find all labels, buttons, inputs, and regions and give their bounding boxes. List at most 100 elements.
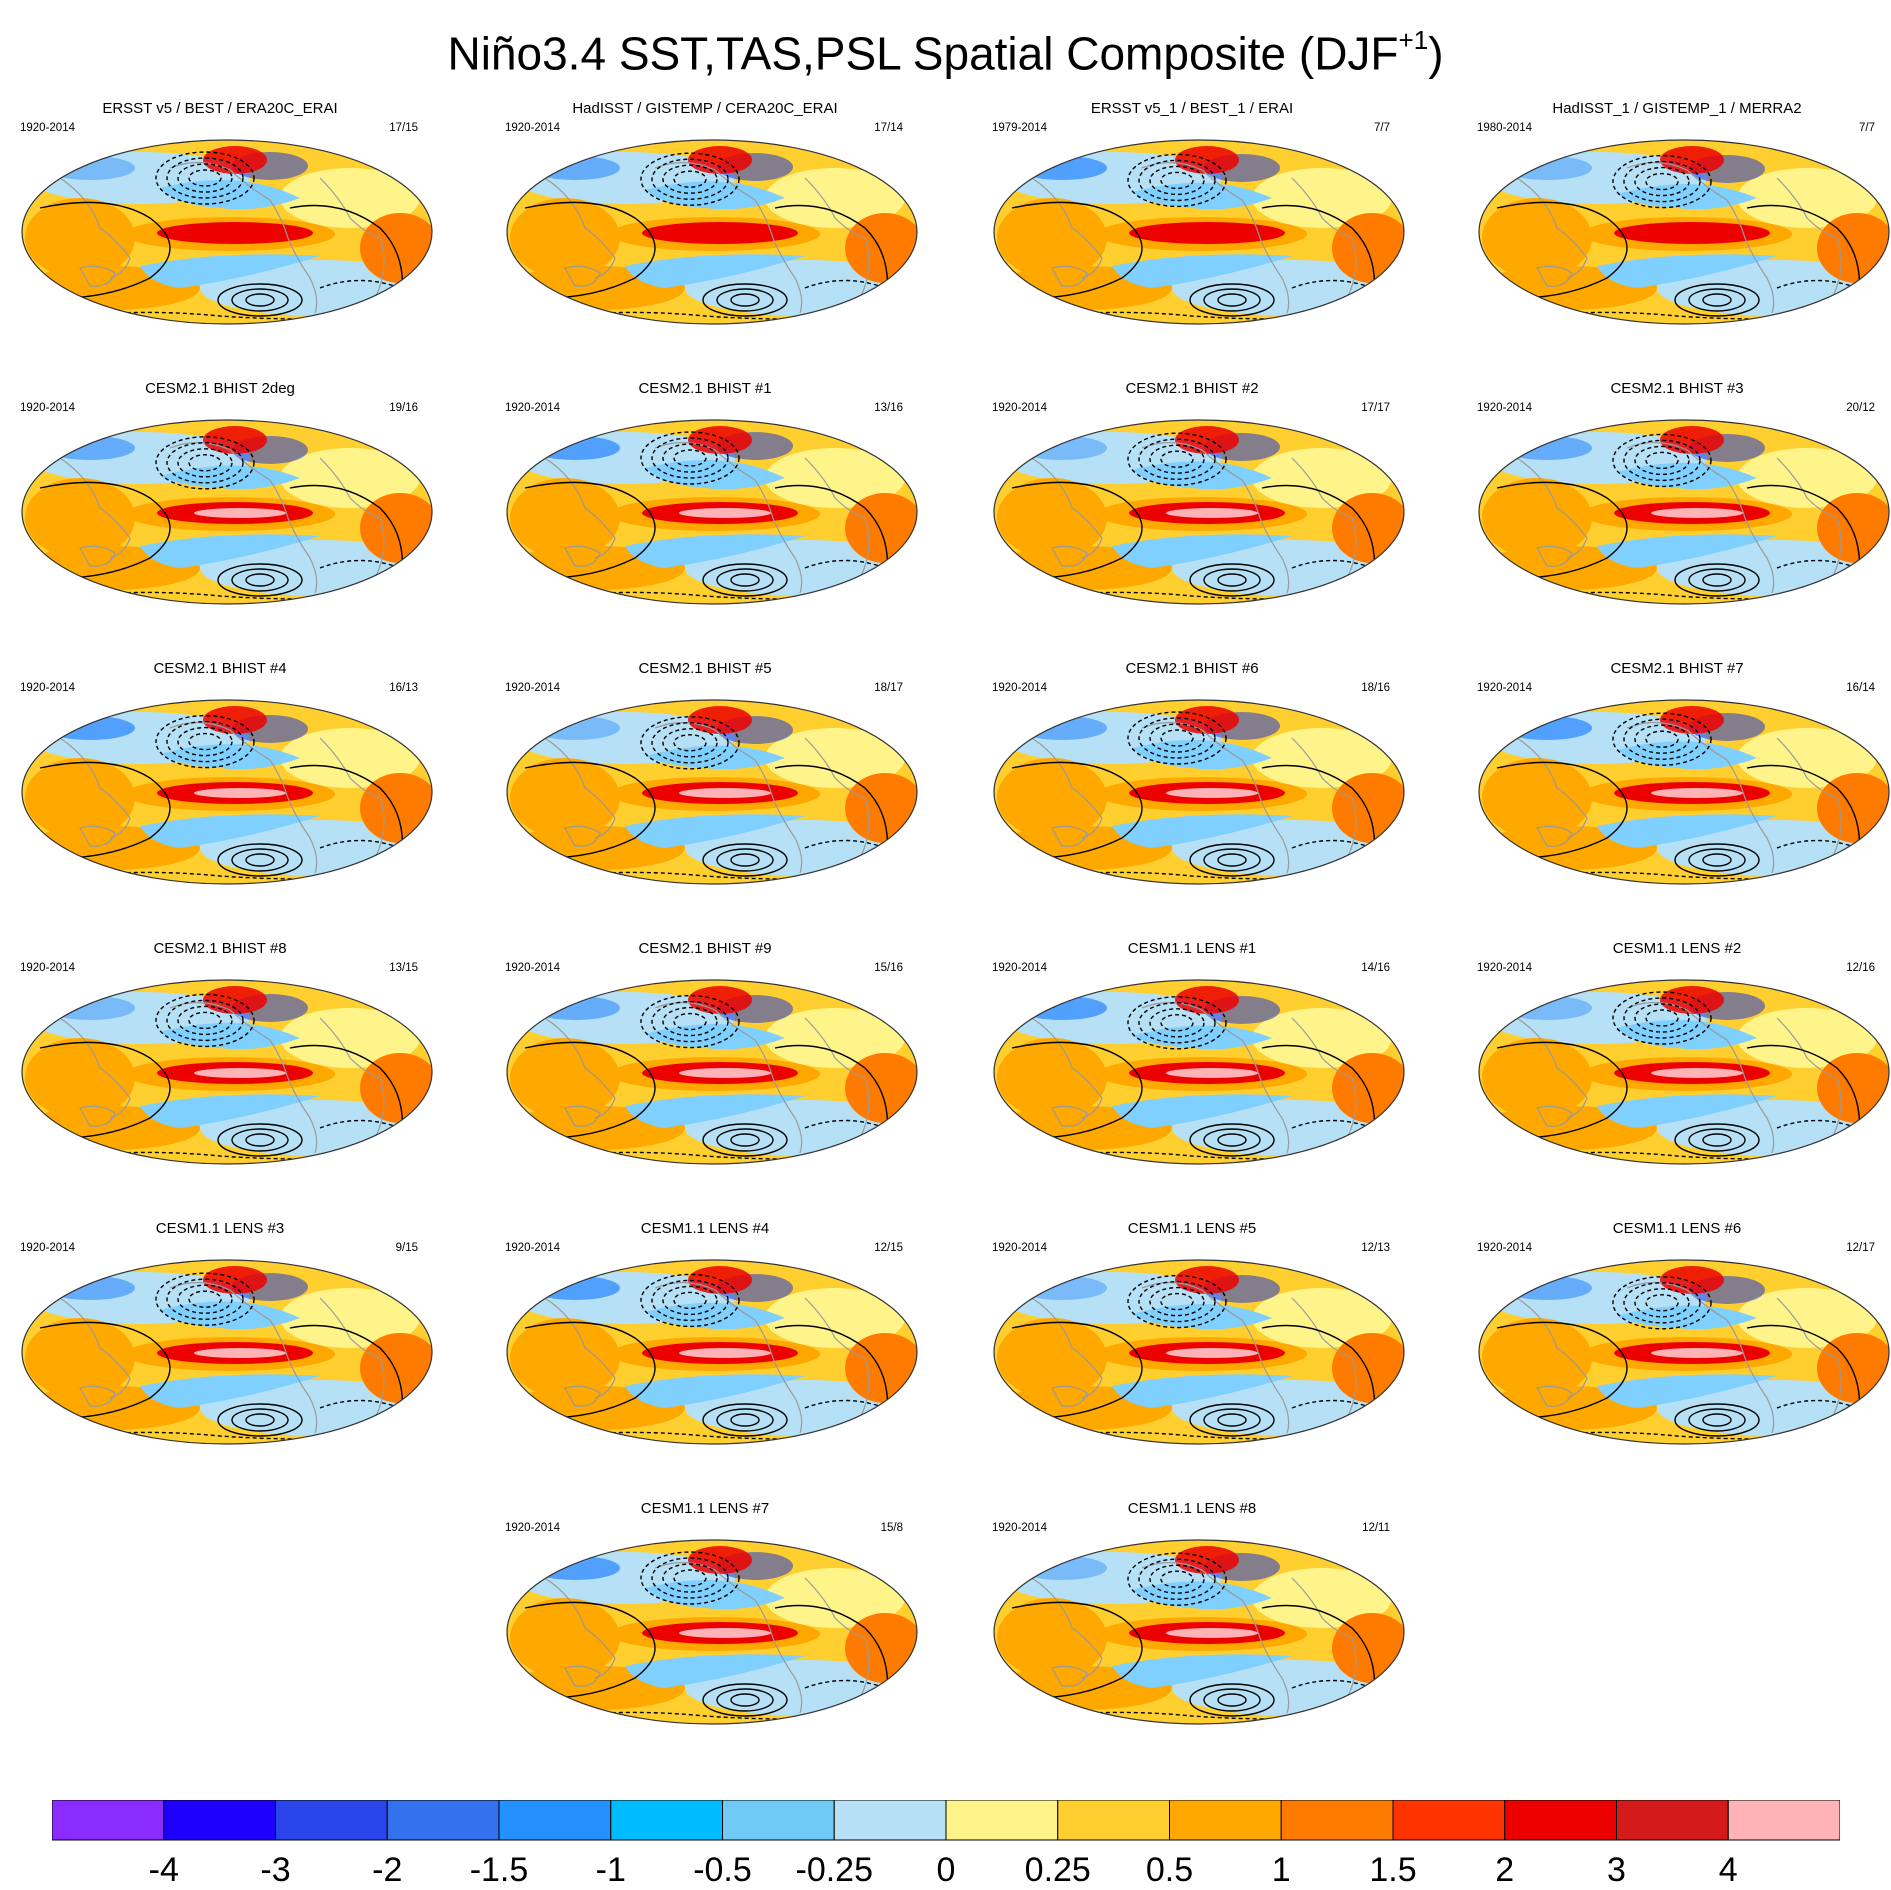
anomaly-region [510,478,620,558]
coastline [79,825,116,847]
coastline [1516,177,1588,279]
colorbar-box [275,1800,388,1841]
coastline [59,737,131,839]
psl-contour-negative [1612,154,1712,209]
psl-contour-positive [1496,1321,1628,1419]
panel-years: 1920-2014 [20,682,75,694]
coastline [654,1561,803,1714]
anomaly-region [1112,534,1292,568]
psl-contour-negative [640,431,740,485]
psl-contour-negative [188,169,222,187]
psl-contour-positive [1674,1403,1760,1437]
psl-contour-positive [730,1413,760,1427]
anomaly-region [765,1288,905,1348]
psl-contour-positive [231,1128,289,1152]
coastline [1626,441,1775,594]
anomaly-region [1482,1318,1592,1398]
psl-contour-negative [662,443,718,473]
warm-tongue-core [679,228,771,238]
psl-contour-negative [804,1679,886,1689]
anomaly-region [1132,461,1272,490]
map-border [1478,419,1890,605]
psl-contour-positive [1217,293,1247,307]
psl-contour-negative [1291,1679,1373,1689]
warm-tongue-core [194,1348,286,1358]
psl-contour-negative [1776,279,1858,289]
coastline [169,161,318,314]
anomaly-region [625,1374,805,1408]
robinson-map [21,419,433,605]
psl-contour-positive [1674,283,1760,317]
psl-contour-positive [1496,761,1628,859]
warm-tongue-core [1651,1348,1743,1358]
anomaly-region [1175,706,1239,734]
anomaly-region [1597,1374,1777,1408]
psl-contour-positive [1189,843,1275,877]
anomaly-region [530,716,620,740]
map-panel: HadISST / GISTEMP / CERA20C_ERAI 1920-201… [495,100,918,330]
colorbar-tick-label: -4 [148,1851,179,1889]
psl-contour-positive [1688,1408,1746,1432]
psl-contour-positive [730,853,760,867]
psl-contour-negative [1160,450,1194,468]
coastline [1031,1577,1103,1679]
coastline [1051,1105,1088,1127]
anomaly-region [530,996,620,1020]
anomaly-region [1175,1266,1239,1294]
psl-contour-positive [524,201,656,299]
panel-counts: 7/7 [1374,122,1390,134]
warm-tongue-core [1651,228,1743,238]
panel-years: 1920-2014 [505,1242,560,1254]
psl-contour-negative [804,279,886,289]
anomaly-region [1617,1020,1757,1050]
anomaly-region [1502,156,1592,180]
anomaly-region [530,1556,620,1580]
anomaly-region [1737,168,1877,228]
psl-contour-negative [673,1291,707,1310]
psl-contour-positive [231,568,289,592]
anomaly-region [510,198,620,278]
panel-years: 1920-2014 [505,682,560,694]
psl-contour-positive [702,1683,788,1717]
coastline [1141,441,1290,594]
coastline [804,177,870,299]
psl-contour-negative [1776,839,1858,849]
anomaly-region [625,814,805,848]
psl-contour-positive [245,573,275,587]
map-panel: CESM2.1 BHIST #3 1920-2014 20/12 [1467,380,1890,610]
robinson-map [1478,1259,1890,1445]
coastline [1291,177,1357,299]
anomaly-region [25,478,135,558]
psl-contour-positive [716,848,774,872]
panel-years: 1920-2014 [992,402,1047,414]
psl-contour-positive [245,1133,275,1147]
panel-years: 1920-2014 [20,122,75,134]
psl-contour-negative [188,732,222,751]
psl-contour-positive [39,201,171,299]
psl-contour-positive [217,1123,303,1157]
map-panel: ERSST v5 / BEST / ERA20C_ERAI 1920-2014 17… [10,100,433,330]
coastline [1536,1385,1573,1407]
psl-contour-negative [319,559,401,569]
coastline [169,1001,318,1154]
anomaly-region [765,728,905,788]
map-panel: CESM1.1 LENS #8 1920-2014 12/11 [982,1500,1405,1730]
anomaly-region [45,1276,135,1300]
panel-years: 1920-2014 [992,682,1047,694]
coastline [1031,1017,1103,1119]
psl-contour-negative [673,1012,707,1031]
panel-title: CESM2.1 BHIST #3 [1610,380,1744,397]
colorbar-box [1057,1800,1170,1841]
panel-title: CESM1.1 LENS #2 [1612,940,1742,957]
panel-title: CESM1.1 LENS #6 [1612,1220,1742,1237]
psl-contour-negative [1776,559,1858,569]
coastline [564,1385,601,1407]
panel-counts: 15/16 [874,962,903,974]
anomaly-region [997,1038,1107,1118]
colorbar-box [1392,1800,1506,1841]
panel-title: CESM1.1 LENS #5 [1127,1220,1257,1237]
psl-contour-negative [1138,438,1216,480]
psl-contour-positive [217,843,303,877]
psl-contour-positive [1217,1413,1247,1427]
anomaly-region [688,706,752,734]
